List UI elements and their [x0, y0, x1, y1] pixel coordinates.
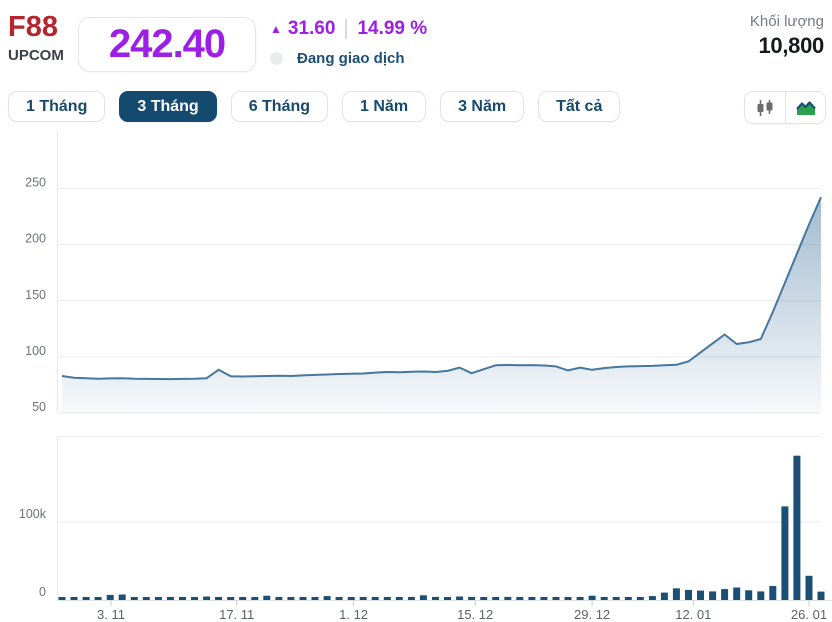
- svg-text:200: 200: [25, 232, 46, 246]
- status-dot-icon: [270, 52, 283, 65]
- svg-text:17. 11: 17. 11: [219, 607, 254, 622]
- up-arrow-icon: ▲: [270, 22, 282, 36]
- volume-value: 10,800: [758, 33, 825, 58]
- volume-chart[interactable]: 0 100k 3. 11 17. 11 1. 12 15. 12 29. 12 12. 01 2…: [0, 436, 832, 622]
- current-price: 242.40: [108, 22, 226, 66]
- candlestick-view-button[interactable]: [745, 92, 785, 123]
- chart-type-switcher: [744, 91, 826, 124]
- svg-text:26. 01: 26. 01: [791, 607, 827, 622]
- svg-text:1. 12: 1. 12: [339, 607, 368, 622]
- svg-text:15. 12: 15. 12: [457, 607, 493, 622]
- svg-text:29. 12: 29. 12: [574, 607, 610, 622]
- svg-text:50: 50: [32, 400, 46, 414]
- price-chart[interactable]: 50 100 150 200 250: [0, 130, 832, 436]
- change-percent: 14.99 %: [357, 18, 428, 39]
- ticker-symbol: F88: [8, 11, 58, 43]
- svg-text:12. 01: 12. 01: [675, 607, 711, 622]
- volume-label: Khối lượng: [749, 13, 824, 30]
- svg-text:100k: 100k: [19, 507, 47, 521]
- divider: [345, 19, 348, 39]
- svg-text:3. 11: 3. 11: [97, 607, 125, 622]
- range-tab-1-thang[interactable]: 1 Tháng: [8, 91, 106, 122]
- exchange-label: UPCOM: [8, 46, 64, 64]
- svg-text:150: 150: [25, 288, 46, 302]
- range-tab-3-nam[interactable]: 3 Năm: [440, 91, 525, 122]
- change-block: ▲ 31.60 14.99 % Đang giao dịch: [270, 16, 427, 67]
- range-tab-6-thang[interactable]: 6 Tháng: [230, 91, 329, 122]
- range-tab-3-thang[interactable]: 3 Tháng: [119, 91, 217, 122]
- symbol-block: F88 UPCOM: [8, 11, 64, 64]
- change-value: 31.60: [287, 18, 336, 39]
- svg-text:250: 250: [25, 176, 46, 190]
- svg-text:100: 100: [25, 344, 46, 358]
- range-tabs: 1 Tháng 3 Tháng 6 Tháng 1 Năm 3 Năm Tất …: [8, 91, 621, 122]
- area-chart-icon: [795, 100, 816, 115]
- range-tab-1-nam[interactable]: 1 Năm: [342, 91, 427, 122]
- area-view-button[interactable]: [785, 92, 825, 123]
- trading-status: Đang giao dịch: [297, 50, 405, 67]
- svg-text:0: 0: [39, 585, 46, 599]
- range-tab-tat-ca[interactable]: Tất cả: [538, 91, 621, 122]
- volume-block: Khối lượng 10,800: [750, 13, 824, 59]
- current-price-box: 242.40: [78, 17, 256, 72]
- candlestick-icon: [757, 99, 773, 116]
